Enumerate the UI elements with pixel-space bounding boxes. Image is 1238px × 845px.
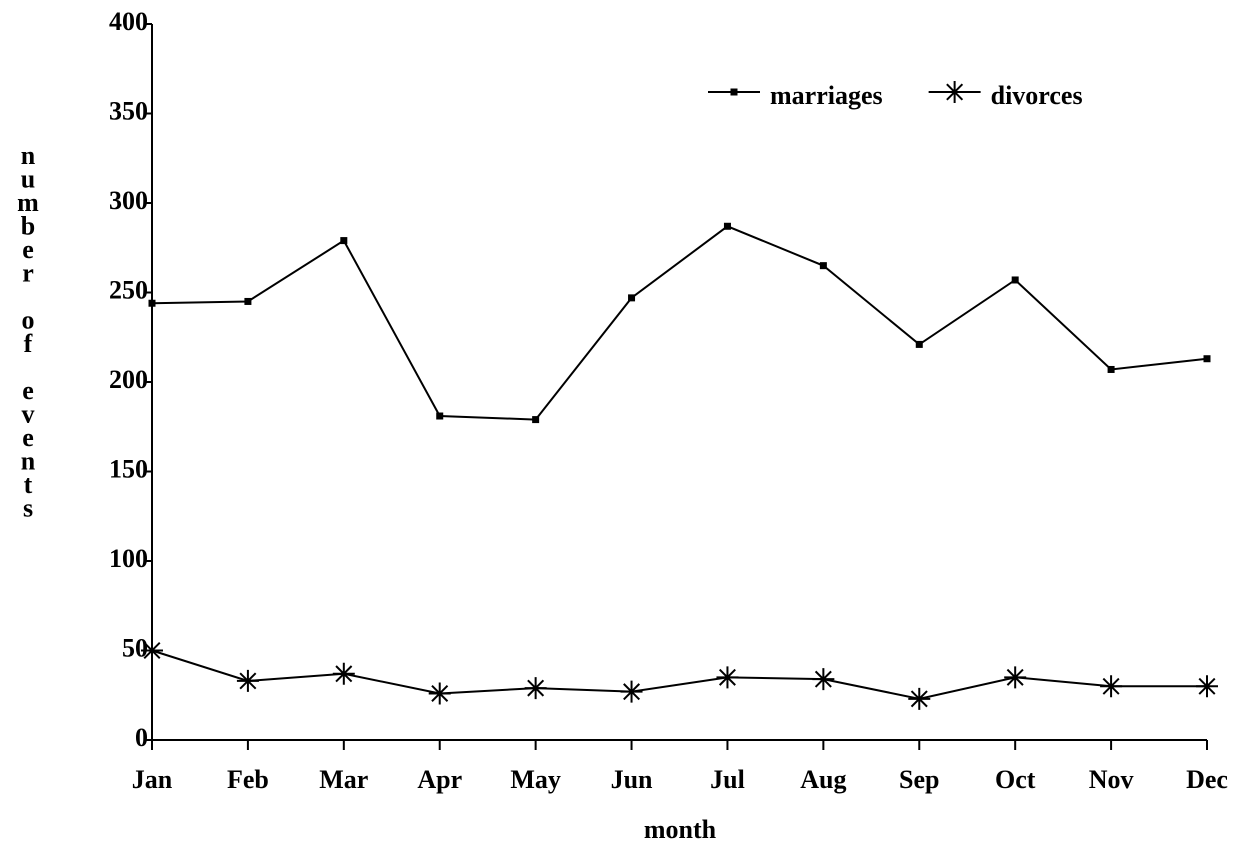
data-point xyxy=(244,297,252,305)
legend-label: divorces xyxy=(991,81,1083,110)
data-point xyxy=(723,222,731,230)
x-tick-label: May xyxy=(510,765,561,794)
data-point xyxy=(812,668,835,691)
y-tick-label: 100 xyxy=(109,544,148,573)
data-point xyxy=(1107,365,1115,373)
x-tick-label: Jan xyxy=(132,765,173,794)
data-point xyxy=(524,677,547,700)
y-tick-label: 0 xyxy=(135,723,148,752)
data-point xyxy=(1100,675,1123,698)
data-point xyxy=(620,680,643,703)
data-point xyxy=(628,294,636,302)
data-point xyxy=(428,682,451,705)
data-point xyxy=(819,262,827,270)
x-tick-label: Nov xyxy=(1089,765,1134,794)
data-point xyxy=(236,669,259,692)
x-tick-label: Jun xyxy=(611,765,653,794)
x-tick-label: Oct xyxy=(995,765,1036,794)
data-point xyxy=(148,299,156,307)
y-tick-label: 150 xyxy=(109,454,148,483)
series-line xyxy=(151,225,1208,421)
series-line xyxy=(151,649,1207,700)
data-point xyxy=(1004,666,1027,689)
legend-label: marriages xyxy=(770,81,883,110)
x-tick-label: Sep xyxy=(899,765,939,794)
y-tick-label: 400 xyxy=(109,7,148,36)
data-point xyxy=(908,687,931,710)
data-point xyxy=(1011,276,1019,284)
data-point xyxy=(340,237,348,245)
data-point xyxy=(1203,355,1211,363)
x-tick-label: Apr xyxy=(417,765,462,794)
data-point xyxy=(1196,675,1218,698)
x-tick-label: Dec xyxy=(1186,765,1228,794)
y-tick-label: 200 xyxy=(109,365,148,394)
y-tick-label: 250 xyxy=(109,275,148,304)
x-tick-label: Mar xyxy=(319,765,368,794)
data-point xyxy=(141,639,163,662)
y-tick-label: 300 xyxy=(109,186,148,215)
data-point xyxy=(332,662,355,685)
data-point xyxy=(716,666,739,689)
x-tick-label: Jul xyxy=(710,765,745,794)
legend-marker xyxy=(943,81,966,103)
data-point xyxy=(915,340,923,348)
x-tick-label: Feb xyxy=(227,765,269,794)
y-tick-label: 350 xyxy=(109,96,148,125)
data-point xyxy=(532,416,540,424)
legend-marker xyxy=(730,88,738,96)
x-tick-label: Aug xyxy=(800,765,846,794)
data-point xyxy=(436,412,444,420)
x-axis-label: month xyxy=(644,815,717,844)
